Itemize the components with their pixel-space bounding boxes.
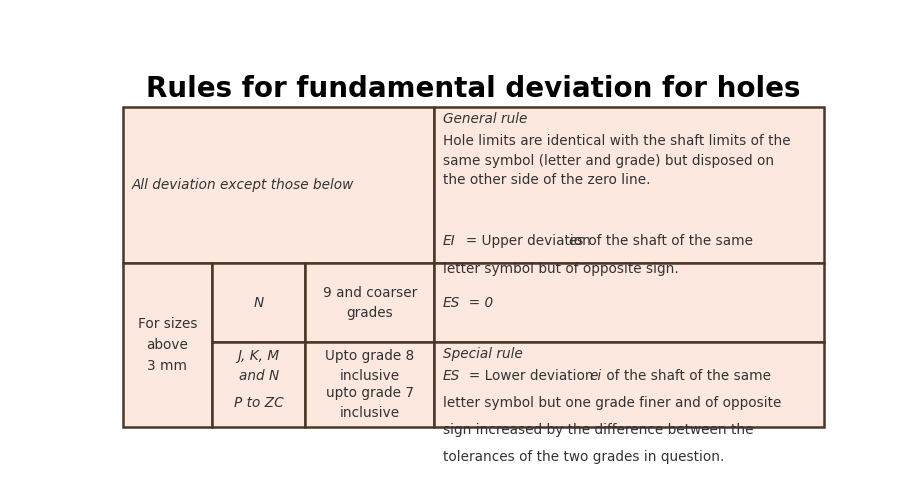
Text: J, K, M
and N: J, K, M and N — [237, 349, 280, 383]
Text: All deviation except those below: All deviation except those below — [131, 179, 354, 192]
Text: es: es — [568, 234, 584, 248]
Text: letter symbol but of opposite sign.: letter symbol but of opposite sign. — [443, 262, 678, 276]
Bar — [123, 264, 213, 427]
Bar — [213, 264, 305, 342]
Bar — [434, 342, 824, 427]
Bar — [123, 107, 434, 264]
Text: Upto grade 8
inclusive: Upto grade 8 inclusive — [325, 349, 414, 383]
Text: letter symbol but one grade finer and of opposite: letter symbol but one grade finer and of… — [443, 396, 781, 409]
Text: General rule: General rule — [443, 112, 527, 126]
Text: tolerances of the two grades in question.: tolerances of the two grades in question… — [443, 450, 724, 464]
Text: = 0: = 0 — [466, 296, 492, 310]
Text: ei: ei — [590, 368, 602, 383]
Text: N: N — [253, 296, 264, 310]
Bar — [305, 264, 434, 342]
Text: ES: ES — [443, 296, 460, 310]
Bar — [434, 264, 824, 342]
Text: Hole limits are identical with the shaft limits of the
same symbol (letter and g: Hole limits are identical with the shaft… — [443, 135, 790, 187]
Text: sign increased by the difference between the: sign increased by the difference between… — [443, 423, 753, 437]
Bar — [213, 342, 305, 427]
Text: of the shaft of the same: of the shaft of the same — [584, 234, 753, 248]
Text: Special rule: Special rule — [443, 347, 522, 361]
Text: = Lower deviation: = Lower deviation — [466, 368, 598, 383]
Text: 9 and coarser
grades: 9 and coarser grades — [322, 286, 417, 320]
Text: of the shaft of the same: of the shaft of the same — [602, 368, 771, 383]
Text: For sizes
above
3 mm: For sizes above 3 mm — [138, 318, 197, 373]
Bar — [305, 342, 434, 427]
Text: ES: ES — [443, 368, 460, 383]
Bar — [434, 107, 824, 264]
Text: = Upper deviation: = Upper deviation — [463, 234, 595, 248]
Text: Rules for fundamental deviation for holes: Rules for fundamental deviation for hole… — [146, 76, 801, 103]
Text: P to ZC: P to ZC — [234, 396, 284, 410]
Text: EI: EI — [443, 234, 456, 248]
Text: upto grade 7
inclusive: upto grade 7 inclusive — [326, 386, 414, 420]
